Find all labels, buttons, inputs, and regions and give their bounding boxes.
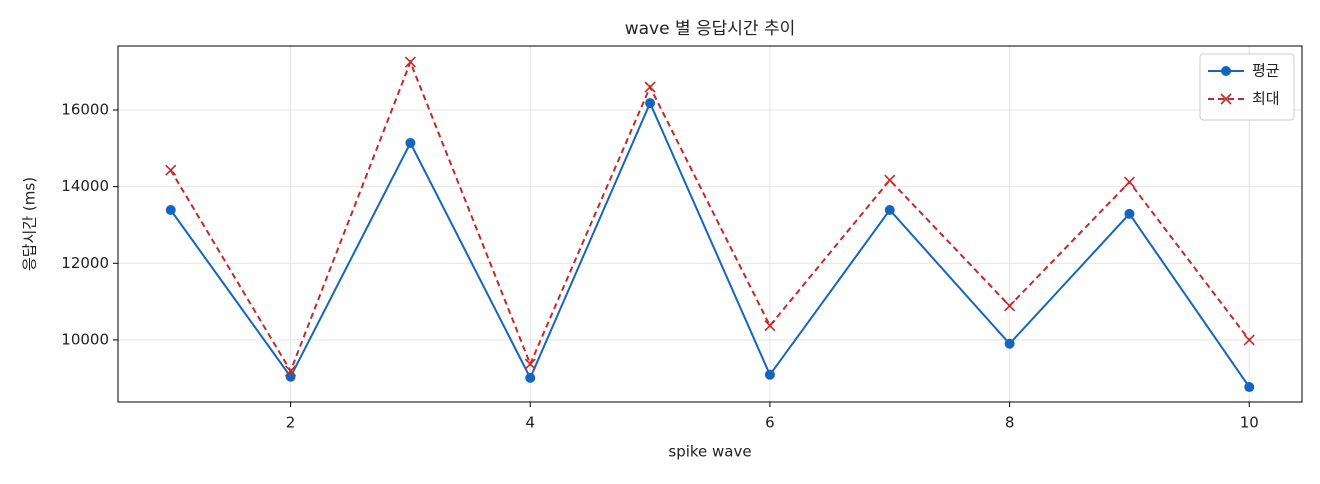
marker bbox=[644, 81, 656, 93]
legend-marker bbox=[1221, 66, 1231, 76]
x-tick-label: 4 bbox=[525, 414, 535, 432]
marker bbox=[1004, 338, 1015, 349]
marker bbox=[1123, 176, 1135, 188]
marker bbox=[525, 372, 536, 383]
marker bbox=[285, 371, 296, 382]
x-tick-label: 8 bbox=[1005, 414, 1015, 432]
marker bbox=[1124, 208, 1135, 219]
marker bbox=[405, 137, 416, 148]
series-line bbox=[169, 100, 1251, 388]
chart-title: wave 별 응답시간 추이 bbox=[625, 19, 796, 39]
marker bbox=[645, 98, 656, 109]
legend-box bbox=[1199, 53, 1295, 121]
x-tick-label: 6 bbox=[765, 414, 775, 432]
marker bbox=[884, 205, 895, 216]
marker bbox=[404, 56, 416, 68]
marker bbox=[1243, 334, 1255, 346]
legend-label: 평균 bbox=[1252, 62, 1280, 80]
legend-label: 최대 bbox=[1252, 90, 1280, 108]
marker bbox=[764, 369, 775, 380]
x-axis-label: spike wave bbox=[668, 443, 751, 461]
marker bbox=[1244, 382, 1255, 393]
marker bbox=[524, 358, 536, 370]
marker bbox=[165, 164, 177, 176]
marker bbox=[764, 320, 776, 332]
y-axis-label: 응답시간 (ms) bbox=[21, 177, 39, 271]
marker bbox=[1004, 300, 1016, 312]
marker bbox=[285, 365, 297, 377]
series-line bbox=[169, 59, 1251, 374]
y-tick-label: 10000 bbox=[61, 330, 109, 348]
legend-marker bbox=[1220, 93, 1232, 105]
y-tick-label: 16000 bbox=[61, 100, 109, 118]
plot-frame bbox=[117, 45, 1303, 403]
x-tick-label: 2 bbox=[286, 414, 296, 432]
x-tick-label: 10 bbox=[1240, 414, 1259, 432]
marker bbox=[165, 205, 176, 216]
y-tick-label: 14000 bbox=[61, 177, 109, 195]
marker bbox=[884, 174, 896, 186]
y-tick-label: 12000 bbox=[61, 254, 109, 272]
